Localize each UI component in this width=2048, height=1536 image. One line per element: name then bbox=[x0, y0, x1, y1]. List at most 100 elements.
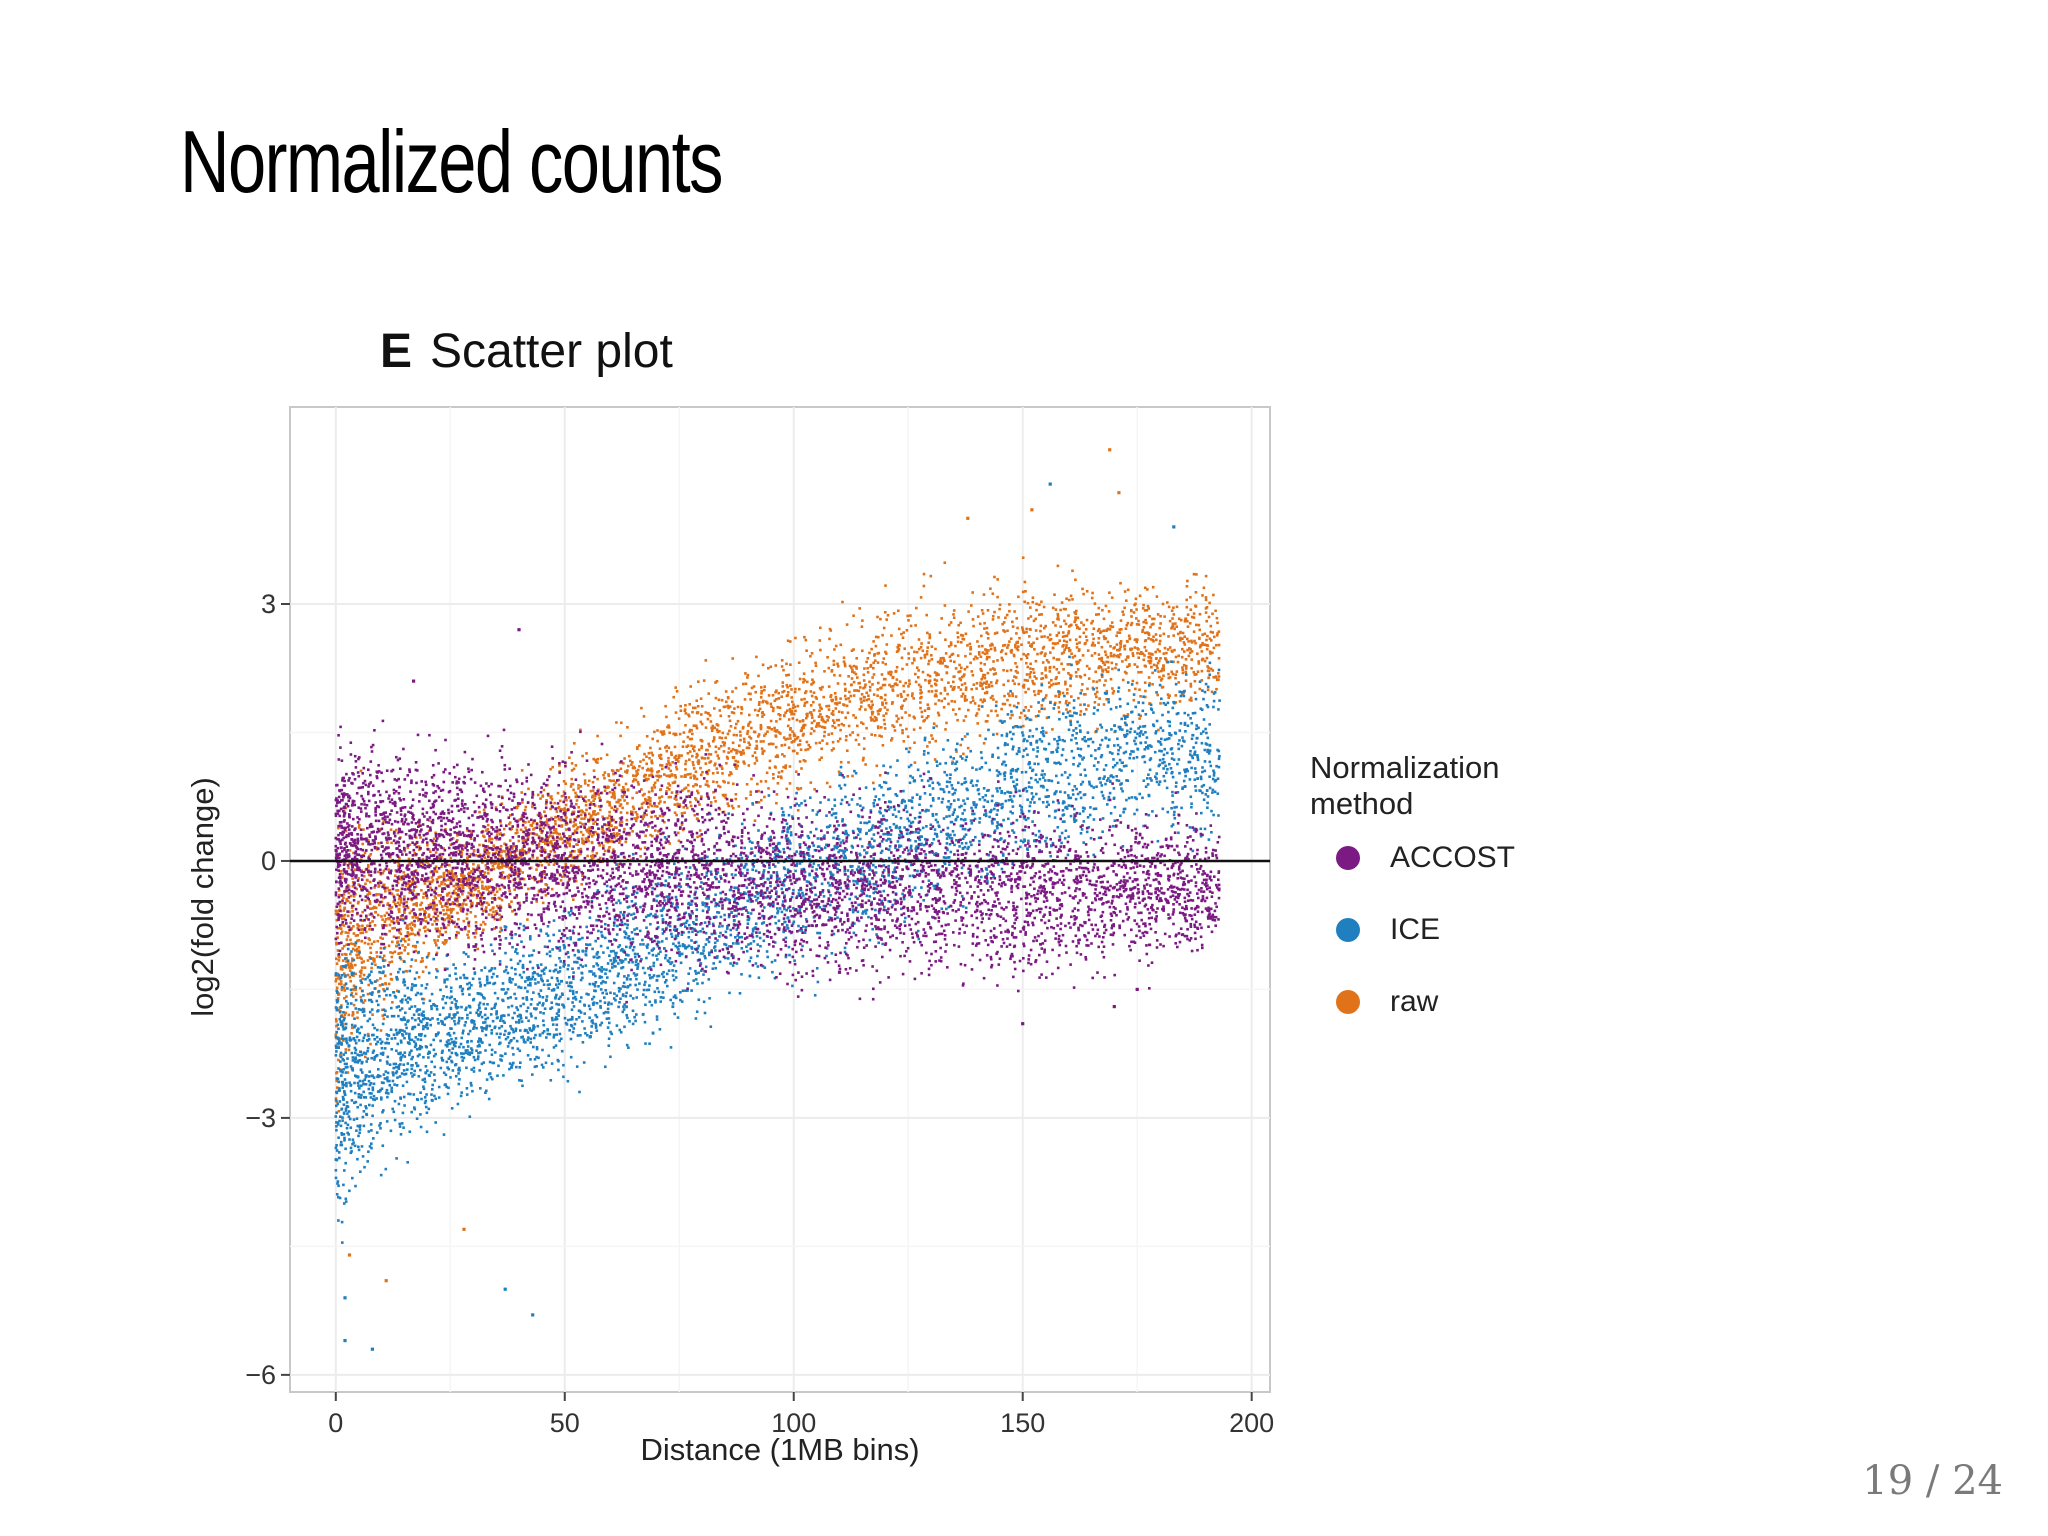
data-point bbox=[362, 960, 365, 963]
data-point bbox=[1021, 556, 1025, 559]
data-point bbox=[630, 763, 633, 766]
data-point bbox=[501, 871, 505, 874]
data-point bbox=[1112, 758, 1115, 761]
data-point bbox=[867, 697, 871, 701]
data-point bbox=[592, 856, 595, 859]
data-point bbox=[1008, 640, 1011, 643]
data-point bbox=[1139, 652, 1143, 655]
data-point bbox=[379, 977, 382, 980]
data-point bbox=[727, 804, 730, 808]
data-point bbox=[1001, 702, 1005, 706]
data-point bbox=[404, 884, 408, 888]
data-point bbox=[1132, 611, 1136, 614]
data-point bbox=[349, 979, 352, 983]
data-point bbox=[571, 782, 575, 786]
data-point bbox=[619, 821, 622, 824]
data-point bbox=[368, 880, 372, 884]
data-point bbox=[334, 979, 338, 983]
data-point bbox=[480, 895, 483, 898]
data-point bbox=[1069, 684, 1072, 688]
data-point bbox=[483, 856, 487, 859]
data-point bbox=[934, 702, 937, 706]
data-point bbox=[834, 644, 838, 648]
data-point bbox=[570, 1008, 574, 1011]
data-point bbox=[684, 712, 688, 715]
data-point bbox=[844, 716, 847, 719]
data-point bbox=[1008, 603, 1011, 606]
data-point bbox=[443, 882, 446, 886]
data-point bbox=[361, 919, 365, 922]
data-point bbox=[806, 748, 810, 751]
data-point bbox=[692, 774, 696, 777]
data-point bbox=[877, 712, 880, 716]
data-point bbox=[461, 903, 465, 906]
data-point bbox=[917, 683, 921, 687]
data-point bbox=[657, 770, 661, 773]
data-point bbox=[341, 1025, 345, 1028]
data-point bbox=[351, 1012, 355, 1016]
data-point bbox=[617, 798, 620, 802]
data-point bbox=[884, 701, 888, 705]
data-point bbox=[334, 912, 338, 916]
data-point bbox=[431, 841, 435, 844]
data-point bbox=[473, 893, 476, 897]
data-point bbox=[864, 683, 867, 686]
data-point bbox=[439, 933, 442, 936]
data-point bbox=[581, 822, 584, 826]
data-point bbox=[589, 815, 593, 818]
data-point bbox=[704, 762, 708, 765]
data-point bbox=[990, 709, 993, 713]
data-point bbox=[1107, 666, 1110, 669]
data-point bbox=[1212, 676, 1215, 679]
data-point bbox=[563, 798, 567, 802]
data-point bbox=[443, 918, 447, 921]
data-point bbox=[750, 777, 753, 781]
data-point bbox=[1078, 658, 1082, 662]
data-point bbox=[919, 706, 922, 710]
data-point bbox=[619, 734, 622, 738]
data-point bbox=[589, 854, 593, 858]
data-point bbox=[356, 1011, 359, 1014]
data-point bbox=[893, 683, 897, 686]
data-point bbox=[931, 737, 934, 740]
data-point bbox=[1065, 597, 1068, 600]
data-point bbox=[1171, 617, 1174, 620]
data-point bbox=[637, 783, 640, 786]
data-point bbox=[541, 794, 545, 797]
data-point bbox=[688, 758, 691, 761]
data-point bbox=[674, 754, 678, 758]
data-point bbox=[1070, 674, 1073, 677]
data-point bbox=[780, 665, 784, 668]
data-point bbox=[879, 708, 882, 711]
data-point bbox=[460, 853, 463, 857]
data-point bbox=[806, 853, 810, 856]
data-point bbox=[775, 697, 778, 701]
data-point bbox=[882, 626, 886, 630]
data-point bbox=[957, 670, 960, 674]
data-point bbox=[925, 840, 928, 844]
data-point bbox=[1016, 626, 1019, 630]
data-point bbox=[883, 706, 887, 709]
data-point bbox=[379, 946, 383, 950]
data-point bbox=[1033, 675, 1036, 678]
data-point bbox=[399, 878, 403, 881]
data-point bbox=[454, 1003, 457, 1006]
data-point bbox=[860, 625, 864, 628]
data-point bbox=[560, 875, 564, 879]
data-point bbox=[653, 786, 657, 789]
data-point bbox=[350, 1032, 353, 1035]
data-point bbox=[562, 794, 566, 797]
data-point bbox=[1042, 698, 1045, 701]
data-point bbox=[639, 760, 642, 763]
data-point bbox=[543, 840, 547, 843]
data-point bbox=[421, 858, 425, 861]
data-point bbox=[748, 876, 752, 880]
data-point bbox=[405, 900, 409, 904]
data-point bbox=[956, 631, 959, 635]
data-point bbox=[374, 911, 377, 914]
data-point bbox=[1195, 724, 1198, 727]
data-point bbox=[770, 705, 773, 708]
data-point bbox=[1035, 608, 1038, 612]
data-point bbox=[587, 827, 590, 831]
data-point bbox=[910, 694, 914, 698]
